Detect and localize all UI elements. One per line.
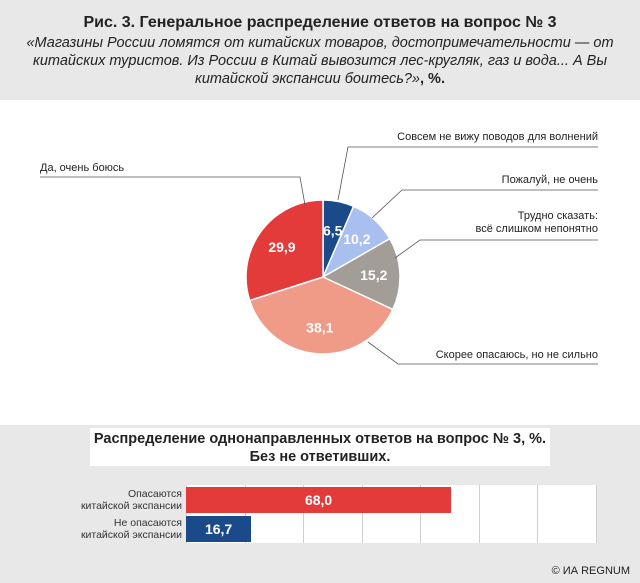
pie-category-label: Пожалуй, не очень — [502, 174, 599, 186]
credit-label: © ИА REGNUM — [551, 565, 630, 577]
pie-leader-line — [40, 176, 306, 206]
bar-chart-title: Распределение однонаправленных ответов н… — [90, 428, 550, 466]
bar-title-line1: Распределение однонаправленных ответов н… — [93, 431, 547, 447]
pie-category-label: Трудно сказать: всё слишком непонятно — [476, 210, 598, 235]
pie-leader-line — [337, 146, 598, 201]
bar-gridline — [420, 485, 422, 543]
pie-leader-line — [394, 239, 598, 259]
pie-slice — [321, 237, 401, 311]
pie-value-label: 10,2 — [343, 231, 370, 247]
figure-subtitle: «Магазины России ломятся от китайских то… — [20, 34, 620, 88]
pie-value-label: 29,9 — [268, 239, 295, 255]
figure-title: Рис. 3. Генеральное распределение ответо… — [83, 14, 557, 31]
bar: 16,7 — [186, 516, 252, 542]
subtitle-unit: , %. — [420, 71, 445, 87]
pie-value-label: 38,1 — [306, 320, 333, 336]
bar-gridline — [361, 485, 363, 543]
bar-title-line2: Без не ответивших. — [249, 449, 391, 465]
header-panel — [0, 0, 640, 100]
bar-gridline — [186, 485, 187, 543]
pie-leader-line — [367, 341, 598, 365]
bar-gridline — [596, 485, 597, 543]
bar-gridline — [244, 485, 246, 543]
pie-category-label: Да, очень боюсь — [40, 162, 124, 174]
bar-gridline — [478, 485, 480, 543]
bar-category-label: Не опасаются китайской экспансии — [80, 517, 182, 541]
pie-value-label: 6,5 — [323, 222, 343, 238]
subtitle-question: «Магазины России ломятся от китайских то… — [26, 35, 614, 87]
pie-value-label: 15,2 — [360, 267, 387, 283]
pie-chart: 6,5 Совсем не вижу поводов для волнений 10… — [40, 131, 599, 365]
bar: 68,0 — [186, 487, 452, 513]
pie-category-label: Совсем не вижу поводов для волнений — [397, 131, 598, 143]
bar-gridline — [537, 485, 539, 543]
pie-slice — [245, 199, 324, 302]
pie-category-label: Скорее опасаюсь, но не сильно — [436, 349, 598, 361]
pie-slice — [248, 276, 394, 355]
bar-category-label: Опасаются китайской экспансии — [80, 488, 182, 512]
bar-gridline — [303, 485, 305, 543]
pie-leader-line — [371, 189, 598, 219]
